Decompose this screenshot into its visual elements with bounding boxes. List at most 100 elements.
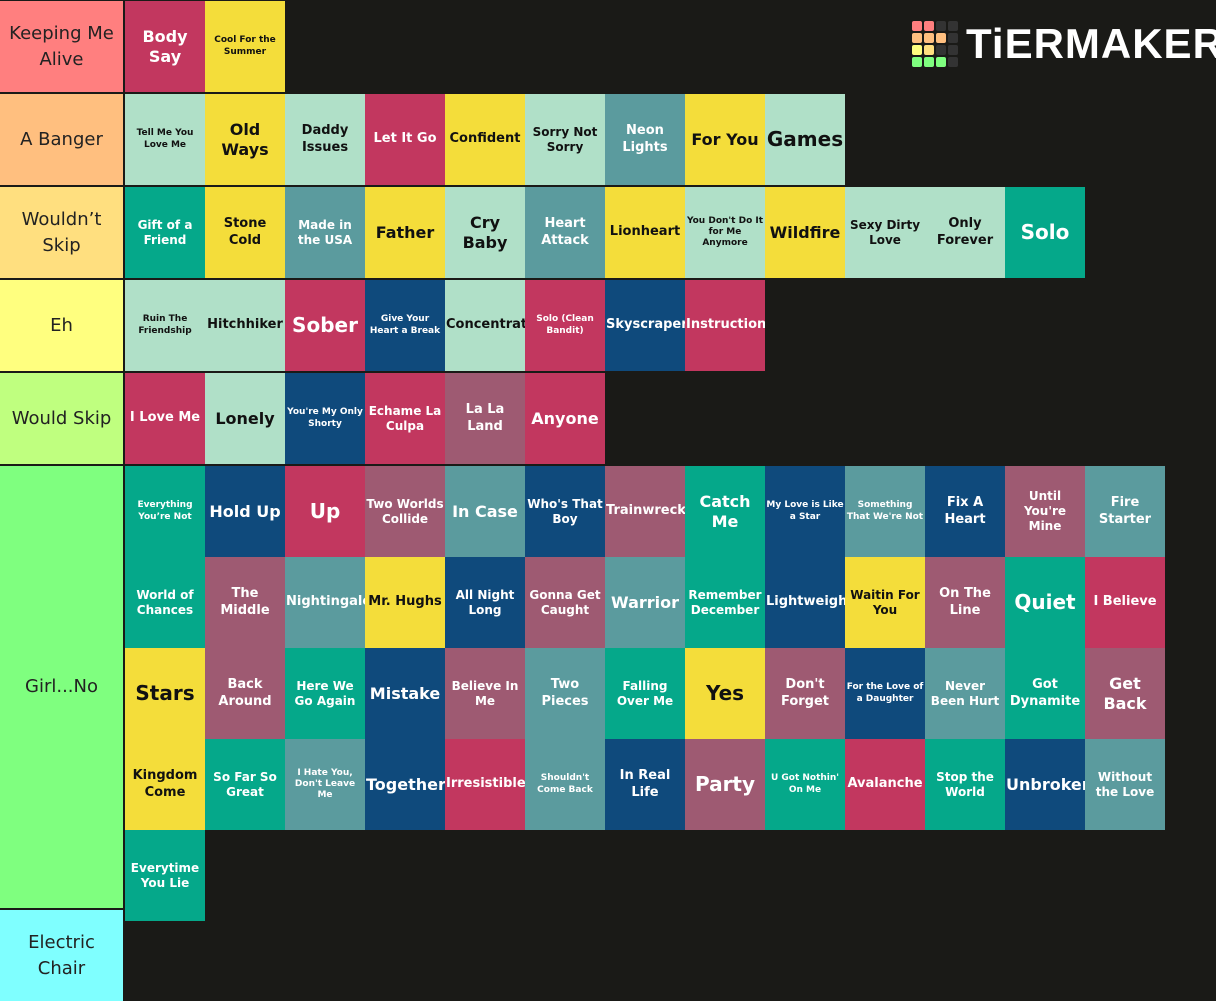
item-text: Irresistible: [446, 776, 525, 792]
item-text: Two Pieces: [541, 677, 589, 709]
item-text: Sexy Dirty Love: [849, 217, 921, 247]
tier-item: Everything You’re Not: [125, 466, 205, 557]
tier-row: Electric Chair: [0, 910, 1216, 1001]
tier-item: Who's That Boy: [525, 466, 605, 557]
tier-item: Lionheart: [605, 187, 685, 278]
tier-row: A Banger Tell Me You Love Me Old Ways Daddy…: [0, 94, 1216, 185]
item-text: Give Your Heart a Break: [369, 314, 441, 336]
logo-grid: [912, 21, 958, 67]
tier-item: I Hate You, Don't Leave Me: [285, 739, 365, 830]
item-text: I Believe: [1093, 594, 1157, 610]
item-text: Falling Over Me: [616, 678, 674, 708]
tier-item: Stars: [125, 648, 205, 739]
item-text: Cry Baby: [462, 212, 508, 252]
item-text: All Night Long: [455, 587, 515, 617]
tier-items: Body Say Cool For the Summer: [125, 1, 1165, 92]
tier-item: Catch Me: [685, 466, 765, 557]
item-text: Confident: [449, 131, 521, 147]
item-text: I Love Me: [129, 410, 201, 426]
tier-item: Confident: [445, 94, 525, 185]
tier-item: Irresistible: [445, 739, 525, 830]
item-text: Echame La Culpa: [368, 403, 442, 433]
item-text: Skyscraper: [606, 317, 685, 333]
tier-item: Lightweight: [765, 557, 845, 648]
tier-item: Never Been Hurt: [925, 648, 1005, 739]
tier-item: All Night Long: [445, 557, 525, 648]
tier-item: Party: [685, 739, 765, 830]
item-text: Made in the USA: [297, 217, 353, 247]
item-text: Cool For the Summer: [214, 35, 276, 57]
item-text: Who's That Boy: [527, 496, 603, 526]
tier-item: Nightingale: [285, 557, 365, 648]
item-text: La La Land: [465, 402, 505, 434]
item-text: Fix A Heart: [944, 495, 986, 527]
logo: TiERMAKER: [912, 20, 1216, 68]
item-text: Trainwreck: [606, 503, 685, 519]
tier-item: Something That We're Not: [845, 466, 925, 557]
tier-item: Trainwreck: [605, 466, 685, 557]
tier-item: Games: [765, 94, 845, 185]
tier-item: Anyone: [525, 373, 605, 464]
item-text: Up: [309, 499, 341, 523]
tier-item: Stop the World: [925, 739, 1005, 830]
tier-label: Would Skip: [0, 373, 123, 464]
item-text: So Far So Great: [213, 769, 277, 799]
item-text: Quiet: [1014, 590, 1076, 614]
tier-item: Two Pieces: [525, 648, 605, 739]
tier-items: Gift of a Friend Stone Cold Made in the US…: [125, 187, 1165, 278]
item-text: Concentrate: [446, 317, 525, 333]
item-text: Remember December: [688, 587, 762, 617]
tier-item: Gift of a Friend: [125, 187, 205, 278]
item-text: Solo: [1020, 220, 1070, 244]
item-text: Lonely: [215, 408, 275, 428]
item-text: Games: [766, 127, 844, 151]
tier-item: The Middle: [205, 557, 285, 648]
item-text: Gift of a Friend: [137, 217, 193, 247]
item-text: Kingdom Come: [132, 768, 198, 800]
tier-item: Daddy Issues: [285, 94, 365, 185]
tier-row: Would Skip I Love Me Lonely You're My Only …: [0, 373, 1216, 464]
item-text: Don't Forget: [780, 677, 830, 709]
tier-item: Fix A Heart: [925, 466, 1005, 557]
tier-item: Don't Forget: [765, 648, 845, 739]
item-text: Something That We're Not: [846, 500, 924, 522]
tier-item: Skyscraper: [605, 280, 685, 371]
item-text: Body Say: [142, 26, 188, 66]
tier-item: Mistake: [365, 648, 445, 739]
item-text: Waitin For You: [850, 587, 920, 617]
tier-item: Cool For the Summer: [205, 1, 285, 92]
tier-item: Father: [365, 187, 445, 278]
tier-item: Hitchhiker: [205, 280, 285, 371]
tier-item: You're My Only Shorty: [285, 373, 365, 464]
tier-label: Girl...No: [0, 466, 123, 908]
item-text: Never Been Hurt: [930, 678, 1000, 708]
tier-item: Instruction: [685, 280, 765, 371]
tier-item: Stone Cold: [205, 187, 285, 278]
tier-item: Together: [365, 739, 445, 830]
logo-text: TiERMAKER: [966, 20, 1216, 67]
tier-item: Solo: [1005, 187, 1085, 278]
item-text: Stop the World: [936, 769, 994, 799]
tier-item: Cry Baby: [445, 187, 525, 278]
tier-item: Yes: [685, 648, 765, 739]
item-text: Ruin The Friendship: [138, 314, 192, 336]
tier-item: Heart Attack: [525, 187, 605, 278]
item-text: Mr. Hughs: [368, 594, 442, 610]
tier-items: [125, 910, 1165, 1001]
tier-item: Here We Go Again: [285, 648, 365, 739]
tier-item: U Got Nothin' On Me: [765, 739, 845, 830]
item-text: Lionheart: [609, 224, 681, 240]
tier-items: Tell Me You Love Me Old Ways Daddy Issues L…: [125, 94, 1165, 185]
tier-item: Give Your Heart a Break: [365, 280, 445, 371]
tier-item: Remember December: [685, 557, 765, 648]
tier-item: Mr. Hughs: [365, 557, 445, 648]
tier-item: Everytime You Lie: [125, 830, 205, 921]
item-text: Nightingale: [286, 594, 365, 610]
tier-item: Sexy Dirty Love: [845, 187, 925, 278]
item-text: On The Line: [939, 586, 991, 618]
item-text: Got Dynamite: [1009, 677, 1081, 709]
tier-label: Eh: [0, 280, 123, 371]
item-text: Unbroken: [1006, 774, 1085, 794]
tier-label: Electric Chair: [0, 910, 123, 1001]
